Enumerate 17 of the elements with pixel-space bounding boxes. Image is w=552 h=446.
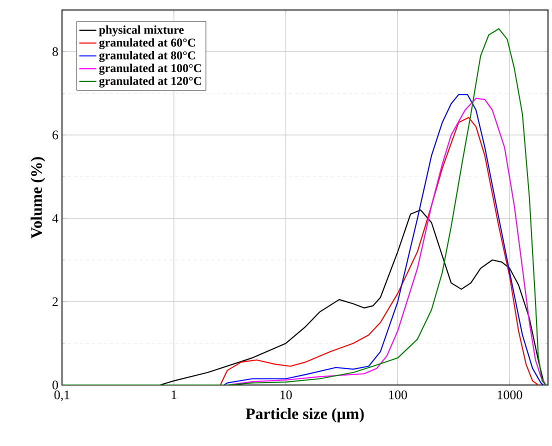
legend-label: granulated at 120°C — [99, 76, 202, 88]
y-tick-label: 4 — [52, 214, 58, 223]
legend-label: granulated at 80°C — [99, 50, 196, 62]
y-tick-label: 6 — [52, 130, 58, 140]
x-axis-title: Particle size (µm) — [246, 408, 364, 422]
x-tick-label: 0,1 — [54, 390, 70, 402]
legend-label: granulated at 60°C — [99, 38, 196, 50]
x-tick-label: 10 — [280, 390, 292, 400]
legend-label: granulated at 100°C — [99, 64, 202, 75]
y-axis-title: Volume (%) — [30, 157, 46, 238]
y-tick-label: 8 — [52, 47, 58, 56]
y-tick-label: 0 — [52, 380, 58, 390]
x-tick-label: 1 — [172, 390, 176, 400]
x-tick-label: 100 — [389, 390, 407, 400]
x-tick-label: 1000 — [498, 390, 522, 400]
legend-label: physical mixture — [99, 25, 184, 36]
y-tick-label: 2 — [52, 297, 58, 306]
